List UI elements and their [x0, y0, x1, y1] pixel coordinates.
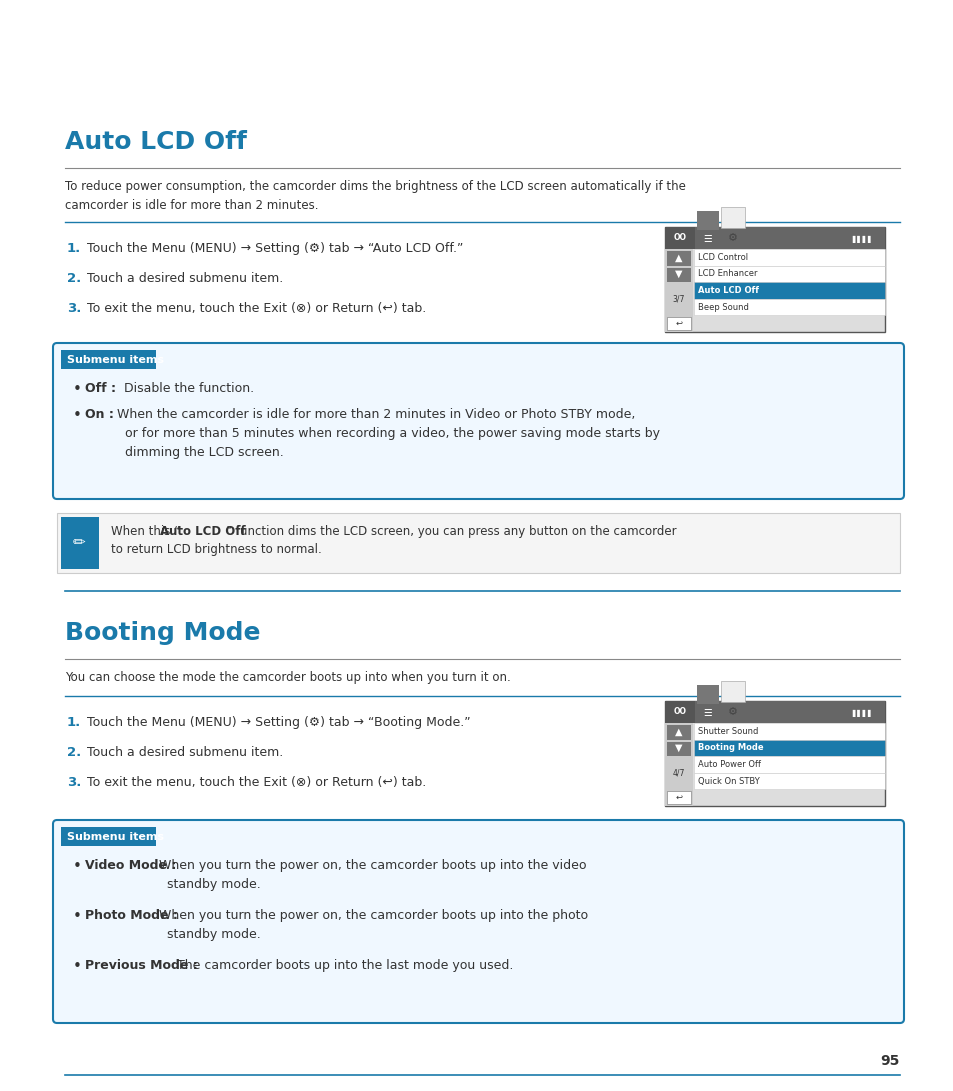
Bar: [57, 513, 899, 573]
Text: Touch a desired submenu item.: Touch a desired submenu item.: [87, 272, 283, 285]
Text: ▐▐▐▐: ▐▐▐▐: [848, 709, 870, 717]
Text: The camcorder boots up into the last mode you used.: The camcorder boots up into the last mod…: [172, 959, 513, 972]
Bar: [693, 756, 884, 772]
Bar: [693, 740, 884, 756]
Bar: [693, 772, 884, 790]
Bar: [666, 791, 690, 804]
Text: to return LCD brightness to normal.: to return LCD brightness to normal.: [111, 543, 321, 556]
Text: To reduce power consumption, the camcorder dims the brightness of the LCD screen: To reduce power consumption, the camcord…: [65, 180, 685, 212]
Bar: [61, 827, 156, 846]
Text: •: •: [73, 408, 82, 423]
Bar: [720, 681, 744, 702]
Bar: [666, 317, 690, 329]
Text: Touch a desired submenu item.: Touch a desired submenu item.: [87, 746, 283, 759]
Text: On :: On :: [85, 408, 113, 421]
Text: Off :: Off :: [85, 382, 116, 395]
Text: ✏: ✏: [72, 536, 85, 551]
Bar: [666, 742, 690, 756]
Text: ▲: ▲: [675, 727, 682, 736]
Text: •: •: [73, 909, 82, 924]
Text: Touch the Menu (MENU) → Setting (⚙) tab → “Auto LCD Off.”: Touch the Menu (MENU) → Setting (⚙) tab …: [87, 242, 463, 255]
Text: •: •: [73, 859, 82, 874]
Text: LCD Control: LCD Control: [698, 253, 747, 262]
Bar: [693, 249, 884, 265]
Bar: [720, 207, 744, 228]
Bar: [664, 702, 695, 723]
Bar: [664, 227, 884, 332]
Text: When the camcorder is idle for more than 2 minutes in Video or Photo STBY mode,
: When the camcorder is idle for more than…: [112, 408, 659, 459]
Bar: [666, 267, 690, 283]
Bar: [664, 249, 692, 332]
Bar: [693, 723, 884, 740]
Text: ▲: ▲: [675, 252, 682, 262]
Text: Auto LCD Off: Auto LCD Off: [160, 525, 246, 538]
Bar: [666, 251, 690, 265]
Text: ▐▐▐▐: ▐▐▐▐: [848, 236, 870, 242]
Text: When you turn the power on, the camcorder boots up into the photo
   standby mod: When you turn the power on, the camcorde…: [155, 909, 588, 942]
Text: 4/7: 4/7: [672, 768, 684, 777]
Text: •: •: [73, 382, 82, 397]
Text: ☰: ☰: [703, 708, 712, 718]
Bar: [693, 265, 884, 283]
Bar: [697, 685, 719, 704]
Text: ” function dims the LCD screen, you can press any button on the camcorder: ” function dims the LCD screen, you can …: [226, 525, 676, 538]
Bar: [664, 723, 692, 806]
Text: Photo Mode :: Photo Mode :: [85, 909, 177, 922]
Text: Video Mode :: Video Mode :: [85, 859, 176, 872]
Bar: [61, 517, 99, 570]
Text: You can choose the mode the camcorder boots up into when you turn it on.: You can choose the mode the camcorder bo…: [65, 671, 510, 684]
Text: ↩: ↩: [675, 793, 681, 802]
Text: Auto Power Off: Auto Power Off: [698, 760, 760, 769]
Bar: [693, 299, 884, 315]
Text: Shutter Sound: Shutter Sound: [698, 727, 758, 735]
Text: 3.: 3.: [67, 302, 81, 315]
Text: 3/7: 3/7: [672, 295, 684, 303]
Bar: [664, 702, 884, 723]
Text: OO: OO: [673, 707, 686, 717]
Text: 1.: 1.: [67, 242, 81, 255]
Text: To exit the menu, touch the Exit (⊗) or Return (↩) tab.: To exit the menu, touch the Exit (⊗) or …: [87, 302, 426, 315]
Text: Auto LCD Off: Auto LCD Off: [698, 286, 759, 295]
Text: 2.: 2.: [67, 746, 81, 759]
Text: 95: 95: [880, 1054, 899, 1068]
Bar: [666, 726, 690, 740]
Text: ↩: ↩: [675, 320, 681, 328]
Text: ⚙: ⚙: [727, 707, 738, 717]
Text: •: •: [73, 959, 82, 974]
Text: Quick On STBY: Quick On STBY: [698, 777, 759, 786]
Text: Booting Mode: Booting Mode: [698, 743, 762, 753]
Text: Submenu items: Submenu items: [67, 355, 164, 365]
Text: ▼: ▼: [675, 743, 682, 753]
Text: Auto LCD Off: Auto LCD Off: [65, 130, 247, 154]
Text: Booting Mode: Booting Mode: [65, 621, 260, 645]
FancyBboxPatch shape: [53, 343, 903, 499]
Text: OO: OO: [673, 233, 686, 242]
Bar: [664, 702, 884, 806]
Bar: [61, 350, 156, 369]
Text: When you turn the power on, the camcorder boots up into the video
   standby mod: When you turn the power on, the camcorde…: [155, 859, 586, 891]
Bar: [697, 211, 719, 230]
Text: 2.: 2.: [67, 272, 81, 285]
Text: Touch the Menu (MENU) → Setting (⚙) tab → “Booting Mode.”: Touch the Menu (MENU) → Setting (⚙) tab …: [87, 716, 470, 729]
Text: When this “: When this “: [111, 525, 180, 538]
Text: 3.: 3.: [67, 776, 81, 789]
Bar: [664, 227, 695, 249]
Bar: [693, 283, 884, 299]
Text: ☰: ☰: [703, 233, 712, 244]
Text: 1.: 1.: [67, 716, 81, 729]
FancyBboxPatch shape: [53, 820, 903, 1023]
Text: LCD Enhancer: LCD Enhancer: [698, 269, 757, 278]
Text: Disable the function.: Disable the function.: [120, 382, 253, 395]
Text: ⚙: ⚙: [727, 233, 738, 243]
Text: ▼: ▼: [675, 268, 682, 279]
Text: Previous Mode :: Previous Mode :: [85, 959, 197, 972]
Bar: [664, 227, 884, 249]
Text: Beep Sound: Beep Sound: [698, 302, 748, 312]
Text: Submenu items: Submenu items: [67, 832, 164, 842]
Text: To exit the menu, touch the Exit (⊗) or Return (↩) tab.: To exit the menu, touch the Exit (⊗) or …: [87, 776, 426, 789]
